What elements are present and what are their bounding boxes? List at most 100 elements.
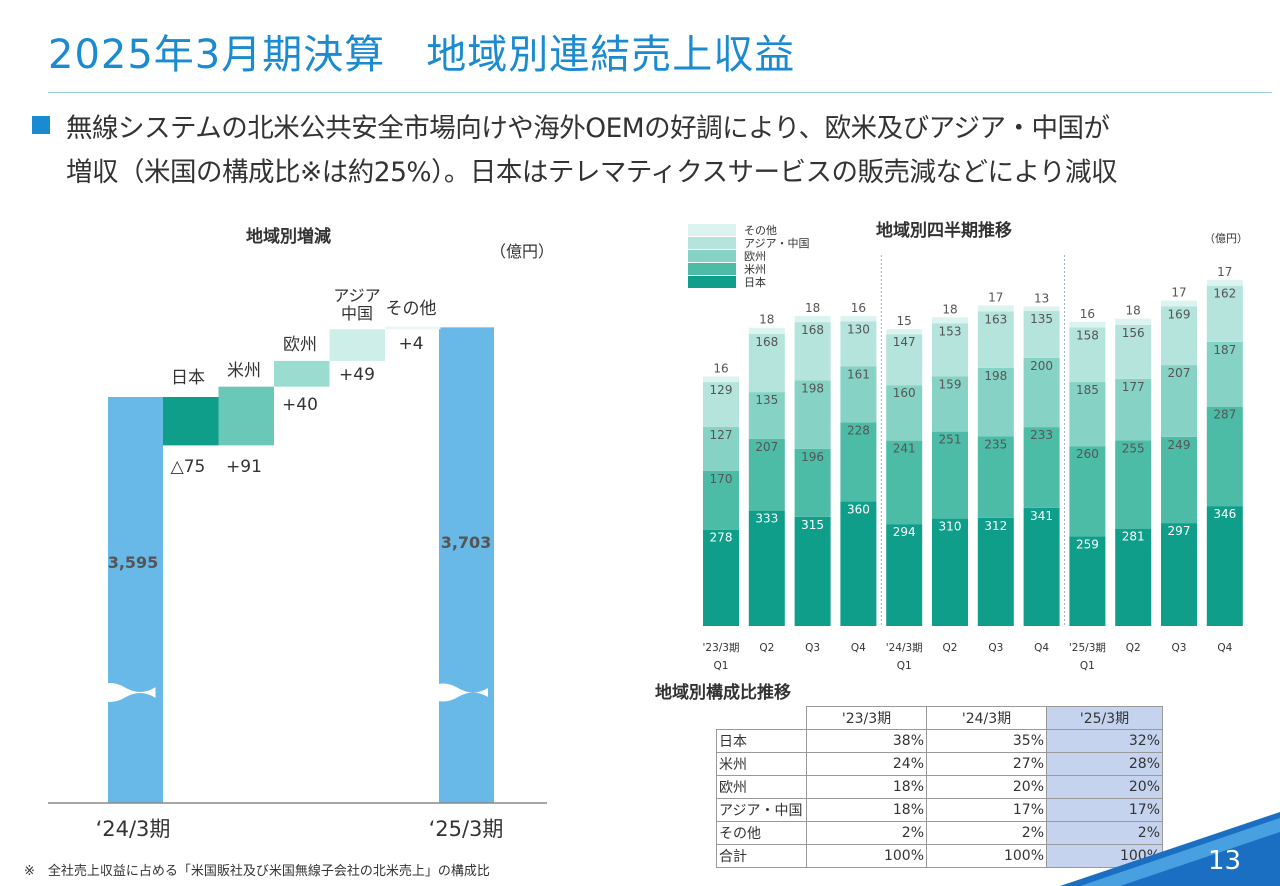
data-label: 160 — [893, 386, 916, 400]
stacked-bar-segment — [932, 317, 968, 324]
table-cell: 24% — [806, 752, 927, 776]
x-tick-label: Q4 — [1217, 642, 1232, 654]
data-label: 135 — [1030, 312, 1053, 326]
stacked-bar-segment — [794, 448, 831, 517]
stacked-bar-segment — [840, 315, 877, 322]
stacked-bar-segment — [1023, 306, 1060, 312]
data-label: 310 — [939, 520, 962, 534]
table-cell: 28% — [1046, 752, 1163, 776]
waterfall-end-label: ‘25/3期 — [429, 817, 504, 841]
data-label: 207 — [755, 440, 778, 454]
waterfall-label-other: その他 — [386, 299, 437, 319]
stacked-bar-segment — [794, 516, 831, 626]
waterfall-step-bar-asia — [329, 329, 385, 361]
stacked-bar-segment — [703, 382, 739, 427]
data-label: 130 — [847, 322, 870, 336]
data-label: 312 — [984, 519, 1007, 533]
stacked-bar-segment — [1069, 446, 1106, 537]
data-label: 297 — [1168, 524, 1191, 538]
data-label: 17 — [1217, 265, 1232, 279]
data-label: 315 — [801, 518, 824, 532]
waterfall-chart: 3,595 3,703 ‘24/3期 ‘25/3期 日本 △75 米州 +91 … — [48, 286, 547, 841]
row-label: 欧州 — [716, 775, 807, 799]
data-label: 158 — [1076, 328, 1099, 342]
data-label: 241 — [893, 442, 916, 456]
x-tick-label: Q4 — [851, 642, 866, 654]
stacked-bar-segment — [1115, 528, 1152, 626]
stacked-bar-segment — [840, 366, 877, 423]
data-label: 16 — [851, 301, 866, 315]
stacked-bar-segment — [886, 524, 923, 626]
page-number: 13 — [1208, 846, 1242, 876]
title-divider — [48, 92, 1272, 93]
row-label: その他 — [716, 821, 807, 845]
data-label: 16 — [713, 362, 728, 376]
waterfall-end-value: 3,703 — [441, 533, 492, 552]
share-table-title: 地域別構成比推移 — [655, 683, 791, 703]
table-header: '24/3期 — [926, 706, 1047, 730]
stacked-bar-segment — [1115, 324, 1152, 379]
table-cell: 17% — [926, 798, 1047, 822]
stacked-bar-segment — [1206, 341, 1243, 407]
legend-label: その他 — [744, 224, 777, 237]
table-cell: 20% — [926, 775, 1047, 799]
stacked-bar-segment — [1161, 523, 1197, 626]
waterfall-step-bar-europe — [274, 360, 330, 387]
table-cell: 2% — [1046, 821, 1163, 845]
data-label: 235 — [984, 437, 1007, 451]
stacked-bar-segment — [886, 440, 923, 525]
data-label: 260 — [1076, 447, 1099, 461]
stacked-bar-segment — [840, 501, 877, 626]
table-cell: 2% — [926, 821, 1047, 845]
stacked-bar-segment — [1161, 436, 1197, 524]
stacked-bar-segment — [1161, 365, 1197, 437]
axis-break-mark — [428, 683, 488, 702]
data-label: 185 — [1076, 383, 1099, 397]
data-label: 17 — [988, 290, 1003, 304]
table-row: その他 2% 2% 2% — [716, 821, 1163, 845]
stacked-bar-segment — [932, 323, 968, 377]
data-label: 228 — [847, 423, 870, 437]
stacked-bar-segment — [748, 510, 785, 626]
stacked-bar-segment — [1206, 279, 1243, 286]
data-label: 147 — [893, 335, 916, 349]
stacked-bar-segment — [1115, 378, 1152, 441]
x-tick-label: Q3 — [1172, 642, 1187, 654]
waterfall-step-bar-japan — [163, 397, 219, 446]
data-label: 200 — [1030, 359, 1053, 373]
data-label: 127 — [710, 428, 733, 442]
waterfall-end-bar — [439, 327, 494, 803]
data-label: 15 — [897, 314, 912, 328]
x-tick-label: Q2 — [943, 642, 958, 654]
data-label: 162 — [1213, 287, 1236, 301]
table-cell: 100% — [806, 844, 927, 868]
waterfall-label-europe: 欧州 — [283, 335, 317, 355]
table-cell: 20% — [1046, 775, 1163, 799]
data-label: 198 — [801, 381, 824, 395]
stacked-bar-segment — [886, 329, 923, 335]
stacked-bar-segment — [977, 436, 1014, 518]
stacked-bar-segment — [748, 392, 785, 439]
x-tick-label: Q3 — [988, 642, 1003, 654]
table-row: 欧州 18% 20% 20% — [716, 775, 1163, 799]
x-tick-label: '25/3期 — [1069, 642, 1106, 654]
x-tick-label: Q3 — [805, 642, 820, 654]
waterfall-start-value: 3,595 — [108, 553, 159, 572]
legend-swatch — [688, 224, 736, 236]
stacked-bar-segment — [1069, 321, 1106, 328]
stacked-bar-segment — [1023, 357, 1060, 428]
x-tick-label: Q1 — [714, 660, 729, 672]
data-label: 278 — [710, 531, 733, 545]
data-label: 251 — [939, 433, 962, 447]
data-label: 168 — [801, 323, 824, 337]
waterfall-label-americas: 米州 — [227, 361, 261, 381]
data-label: 168 — [755, 335, 778, 349]
bullet-text-line-2: 増収（米国の構成比※は約25%）。日本はテレマティクスサービスの販売減などにより… — [66, 157, 1117, 188]
row-label: アジア・中国 — [716, 798, 807, 822]
data-label: 163 — [984, 312, 1007, 326]
stacked-bar-segment — [748, 438, 785, 511]
stacked-bar-segment — [703, 529, 739, 626]
bullet-text-line-1: 無線システムの北米公共安全市場向けや海外OEMの好調により、欧米及びアジア・中国… — [66, 113, 1110, 144]
